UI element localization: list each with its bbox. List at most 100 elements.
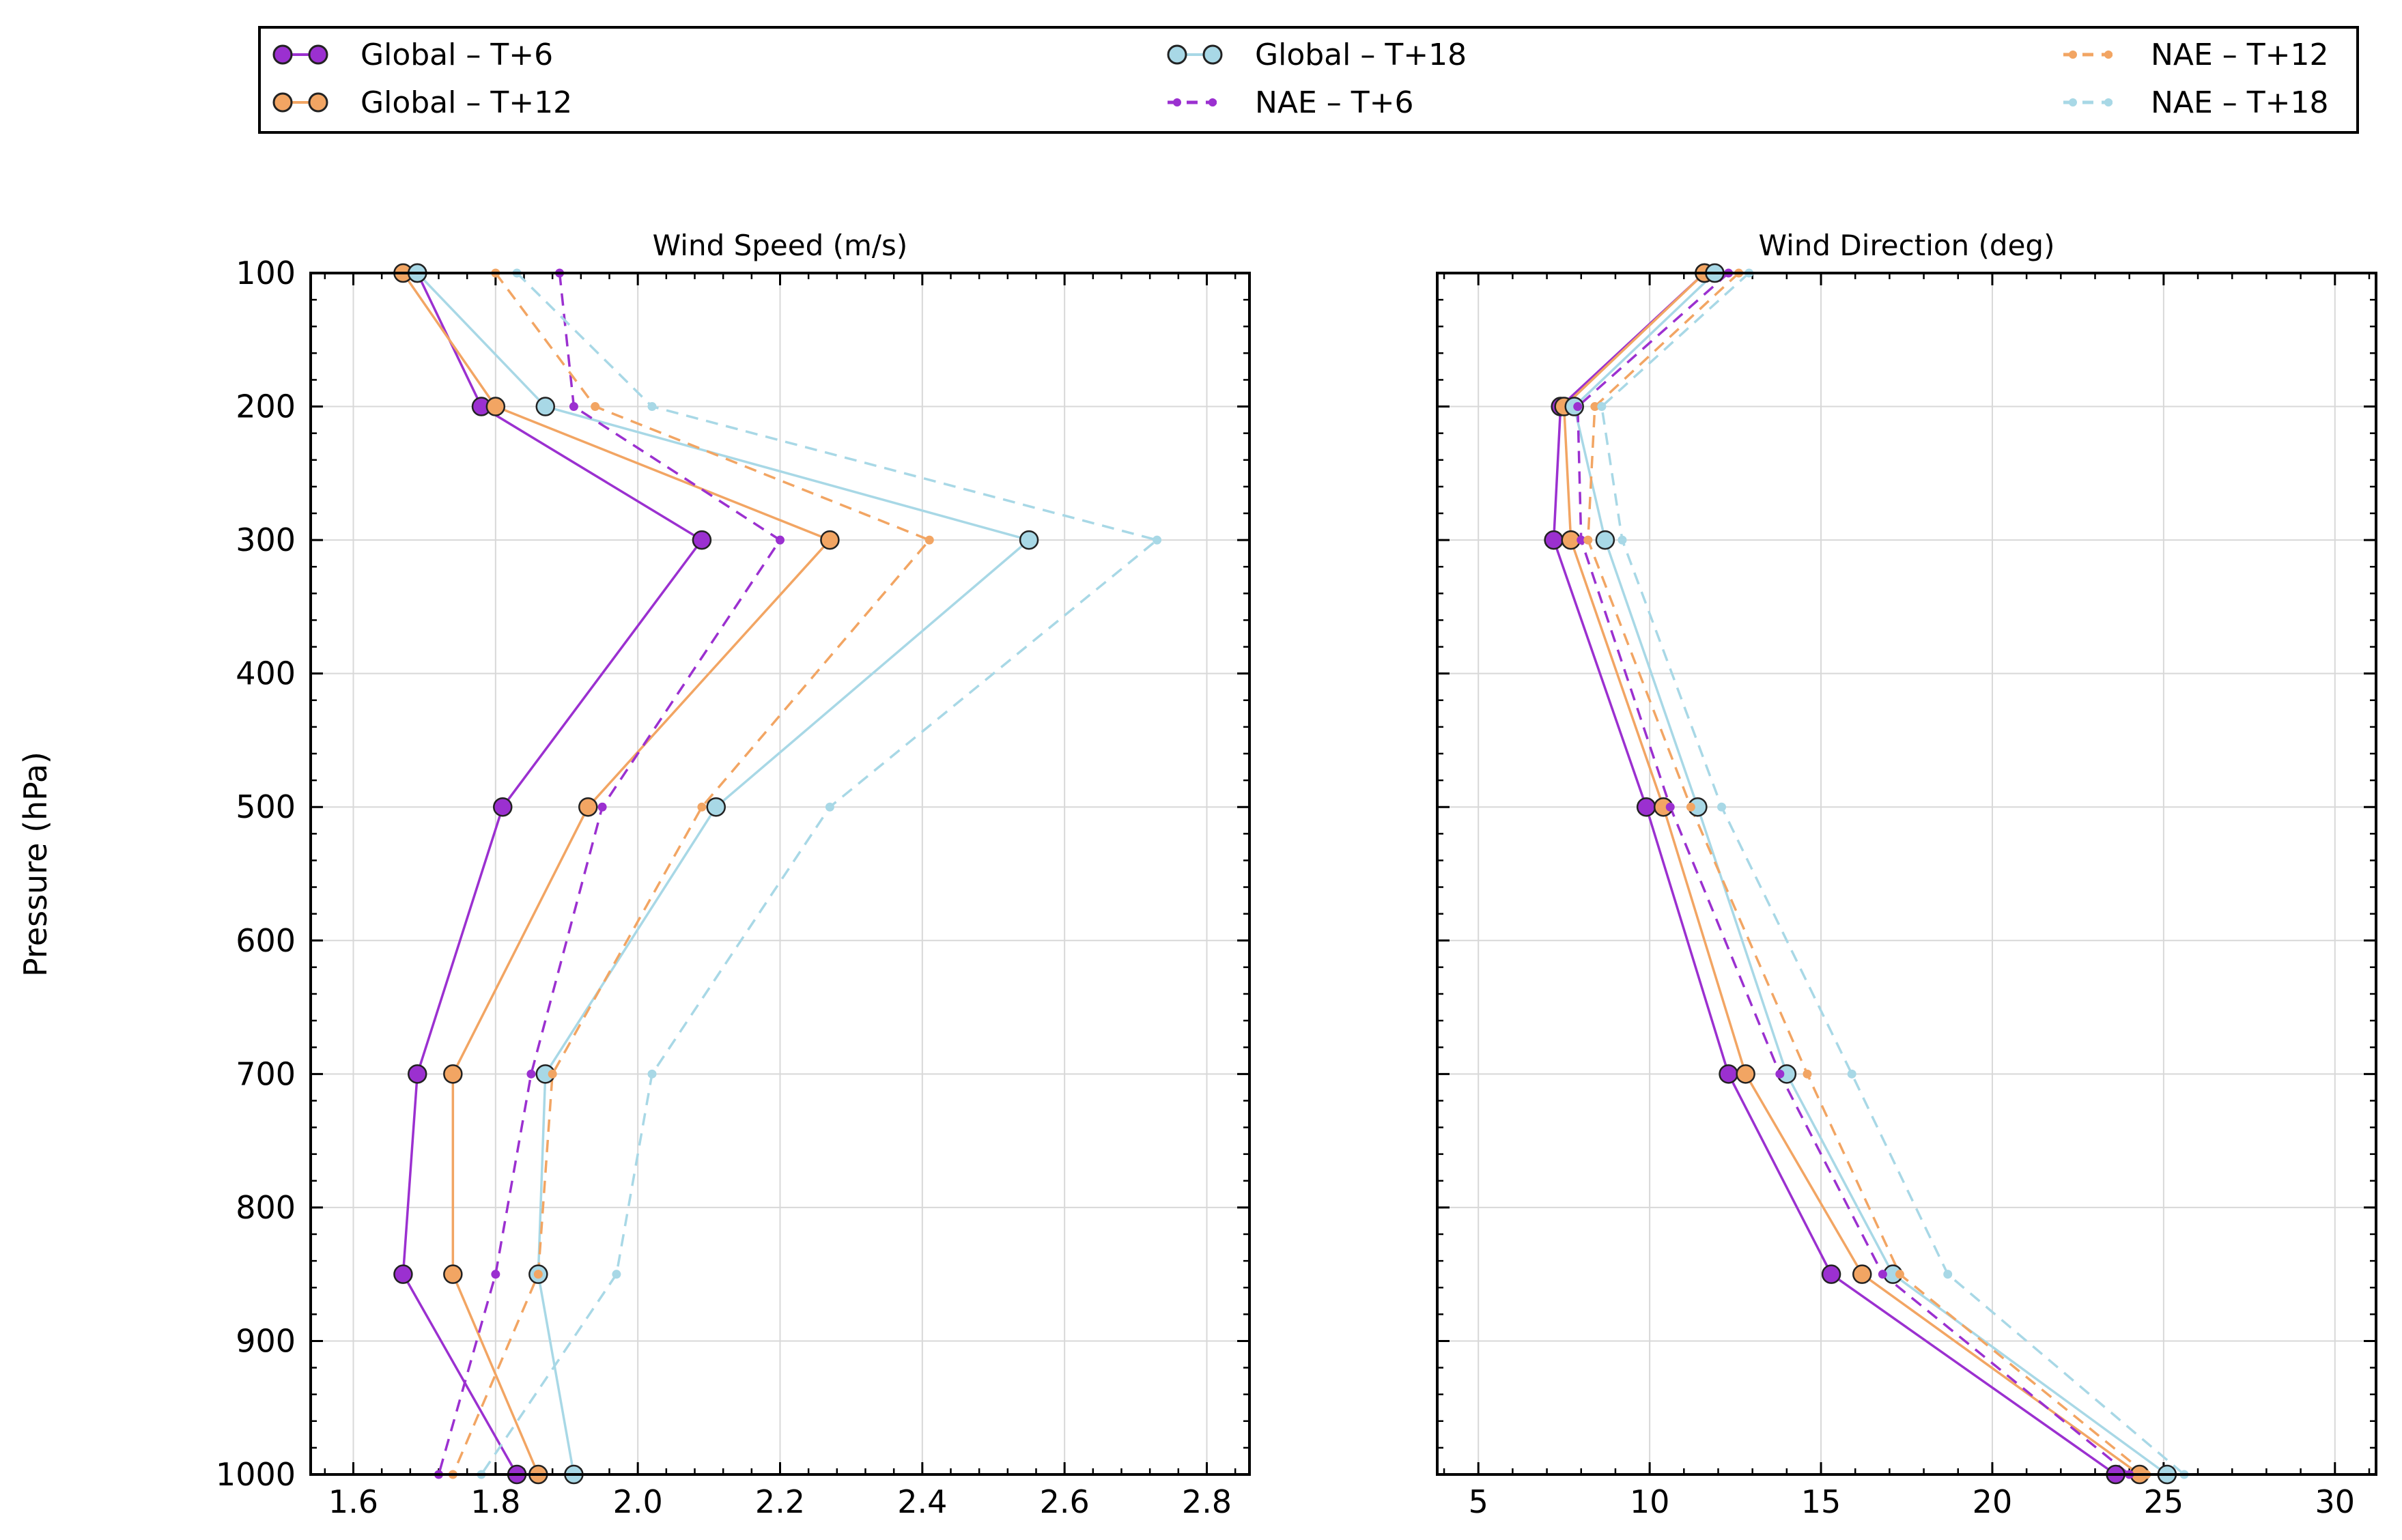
data-point-global_t6 xyxy=(493,797,513,817)
x-tick-label: 25 xyxy=(2144,1483,2184,1520)
wind-direction-panel: 5 10 15 20 25 30 Wind Direction (deg) xyxy=(1436,229,2377,1520)
legend-label-nae_t18: NAE – T+18 xyxy=(2151,85,2329,120)
data-point-nae_t6 xyxy=(1573,402,1583,412)
data-point-global_t12 xyxy=(443,1064,463,1084)
legend-frame xyxy=(258,26,2359,134)
legend: Global – T+6 Global – T+12 Global – T+18 NA… xyxy=(258,26,2359,134)
legend-entry-nae_t12: NAE – T+12 xyxy=(2063,38,2329,72)
data-point-nae_t18 xyxy=(647,1069,657,1079)
legend-marker-nae_t12 xyxy=(2104,51,2113,59)
data-point-nae_t6 xyxy=(776,535,785,545)
data-point-global_t6 xyxy=(1544,530,1564,550)
data-point-nae_t18 xyxy=(1847,1069,1856,1079)
data-point-nae_t6 xyxy=(491,1270,500,1279)
plot-area xyxy=(1437,273,2376,1474)
data-point-nae_t18 xyxy=(612,1270,621,1279)
data-point-nae_t12 xyxy=(1803,1069,1812,1079)
data-point-nae_t12 xyxy=(697,802,707,812)
legend-marker-global_t12 xyxy=(308,92,328,113)
data-point-global_t12 xyxy=(578,797,598,817)
legend-marker-nae_t12 xyxy=(2069,51,2077,59)
data-point-nae_t18 xyxy=(1153,535,1162,545)
legend-label-nae_t6: NAE – T+6 xyxy=(1255,85,1414,120)
x-tick-label: 15 xyxy=(1801,1483,1841,1520)
y-tick-label: 600 xyxy=(236,922,296,959)
x-tick-label: 30 xyxy=(2315,1483,2356,1520)
y-tick-label: 1000 xyxy=(216,1456,296,1493)
data-point-global_t6 xyxy=(393,1264,413,1284)
data-point-nae_t6 xyxy=(597,802,607,812)
data-point-global_t18 xyxy=(1019,530,1039,550)
x-tick-label: 2.2 xyxy=(755,1483,805,1520)
data-point-global_t6 xyxy=(1636,797,1656,817)
legend-marker-global_t6 xyxy=(308,44,328,65)
legend-marker-nae_t6 xyxy=(1173,98,1181,106)
data-point-nae_t12 xyxy=(591,402,600,412)
data-point-nae_t12 xyxy=(1686,802,1695,812)
x-tick-label: 10 xyxy=(1630,1483,1670,1520)
legend-entry-nae_t18: NAE – T+18 xyxy=(2063,85,2329,120)
legend-marker-nae_t18 xyxy=(2104,98,2113,106)
legend-marker-global_t18 xyxy=(1167,44,1187,65)
data-point-nae_t6 xyxy=(1878,1270,1887,1279)
y-tick-label: 700 xyxy=(236,1055,296,1092)
y-tick-label: 200 xyxy=(236,388,296,425)
legend-entry-global_t12: Global – T+12 xyxy=(272,85,572,120)
data-point-nae_t18 xyxy=(1943,1270,1953,1279)
y-tick-label: 300 xyxy=(236,522,296,558)
data-point-global_t12 xyxy=(485,397,506,416)
data-point-nae_t6 xyxy=(1665,802,1675,812)
data-point-global_t6 xyxy=(1821,1264,1841,1284)
y-tick-label: 800 xyxy=(236,1189,296,1226)
plot-frame xyxy=(1436,272,2377,1476)
data-point-global_t12 xyxy=(820,530,840,550)
legend-marker-nae_t18 xyxy=(2069,98,2077,106)
data-point-nae_t12 xyxy=(924,535,934,545)
y-axis-label: Pressure (hPa) xyxy=(17,752,54,977)
x-tick-label: 2.4 xyxy=(897,1483,947,1520)
legend-entry-nae_t6: NAE – T+6 xyxy=(1168,85,1414,120)
x-tick-label: 1.6 xyxy=(328,1483,378,1520)
data-point-nae_t18 xyxy=(647,402,657,412)
plot-frame xyxy=(309,272,1251,1476)
data-point-nae_t12 xyxy=(548,1069,557,1079)
x-tick-label: 2.6 xyxy=(1040,1483,1090,1520)
legend-label-nae_t12: NAE – T+12 xyxy=(2151,38,2329,72)
data-point-nae_t12 xyxy=(1583,535,1593,545)
legend-label-global_t18: Global – T+18 xyxy=(1255,38,1467,72)
data-point-global_t18 xyxy=(535,397,555,416)
x-tick-label: 5 xyxy=(1469,1483,1488,1520)
data-point-nae_t6 xyxy=(569,402,578,412)
legend-entry-global_t6: Global – T+6 xyxy=(272,38,553,72)
legend-label-global_t12: Global – T+12 xyxy=(361,85,572,120)
legend-marker-global_t12 xyxy=(272,92,293,113)
x-tick-label: 2.0 xyxy=(613,1483,663,1520)
data-point-nae_t18 xyxy=(1597,402,1607,412)
data-point-nae_t12 xyxy=(533,1270,543,1279)
data-point-nae_t12 xyxy=(1590,402,1600,412)
data-point-global_t18 xyxy=(706,797,726,817)
y-tick-label: 100 xyxy=(236,255,296,291)
wind-speed-panel: 1.6 1.8 2.0 2.2 2.4 2.6 2.8 100 200 300 400 500 600 7… xyxy=(216,229,1251,1520)
legend-marker-nae_t6 xyxy=(1209,98,1217,106)
legend-marker-global_t18 xyxy=(1202,44,1223,65)
x-tick-label: 2.8 xyxy=(1182,1483,1232,1520)
data-point-nae_t18 xyxy=(1717,802,1727,812)
x-tick-label: 20 xyxy=(1973,1483,2013,1520)
legend-marker-global_t6 xyxy=(272,44,293,65)
data-point-nae_t6 xyxy=(526,1069,536,1079)
data-point-global_t12 xyxy=(1852,1264,1872,1284)
legend-label-global_t6: Global – T+6 xyxy=(361,38,553,72)
data-point-global_t6 xyxy=(1719,1064,1738,1084)
x-tick-label: 1.8 xyxy=(470,1483,520,1520)
data-point-global_t12 xyxy=(443,1264,463,1284)
data-point-nae_t6 xyxy=(1775,1069,1785,1079)
legend-entry-global_t18: Global – T+18 xyxy=(1167,38,1467,72)
panel-title: Wind Speed (m/s) xyxy=(653,229,908,262)
data-point-nae_t18 xyxy=(1617,535,1627,545)
data-point-nae_t6 xyxy=(1577,535,1586,545)
y-tick-label: 400 xyxy=(236,655,296,692)
data-point-nae_t12 xyxy=(1895,1270,1904,1279)
y-tick-label: 900 xyxy=(236,1322,296,1359)
